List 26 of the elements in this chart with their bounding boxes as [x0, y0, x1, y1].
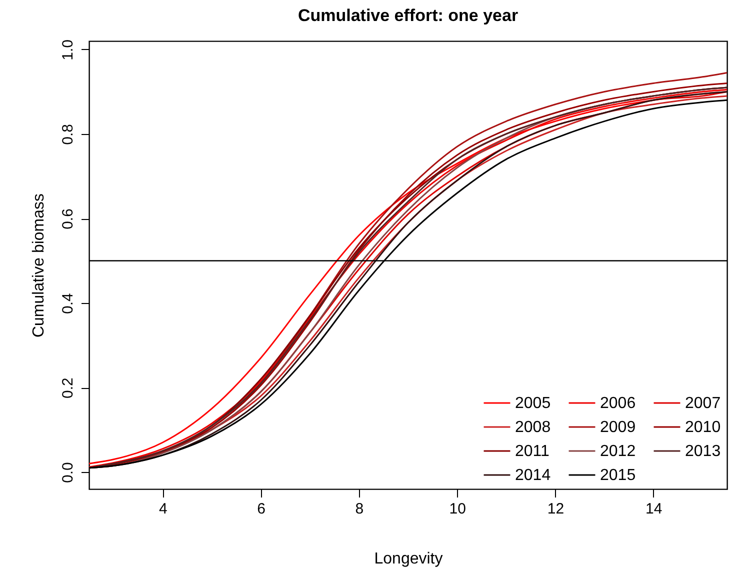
y-tick-label: 0.6: [60, 208, 76, 230]
x-tick-label: 14: [646, 500, 662, 518]
y-tick-label: 0.4: [60, 293, 76, 314]
legend-label: 2010: [685, 419, 721, 436]
y-tick-label: 1.0: [60, 40, 76, 60]
legend-label: 2014: [515, 467, 551, 484]
legend-label: 2015: [600, 467, 636, 484]
y-tick-label: 0.0: [60, 462, 76, 484]
legend-label: 2012: [600, 443, 636, 460]
legend-label: 2005: [515, 395, 551, 412]
x-tick-label: 8: [355, 500, 364, 518]
y-tick-label: 0.8: [60, 124, 76, 145]
x-tick-label: 12: [547, 500, 564, 518]
x-axis-title: Longevity: [374, 550, 443, 568]
y-tick-label: 0.2: [60, 378, 76, 398]
chart-title: Cumulative effort: one year: [298, 6, 518, 26]
x-tick-label: 4: [158, 500, 168, 518]
legend-label: 2011: [515, 443, 550, 460]
x-tick-label: 10: [449, 500, 466, 518]
legend-label: 2009: [600, 419, 636, 436]
x-tick-label: 6: [257, 500, 266, 518]
legend-label: 2006: [600, 395, 636, 412]
y-axis-title: Cumulative biomass: [30, 193, 48, 338]
legend-label: 2013: [685, 443, 721, 460]
legend-label: 2007: [685, 395, 721, 412]
legend-label: 2008: [515, 419, 551, 436]
